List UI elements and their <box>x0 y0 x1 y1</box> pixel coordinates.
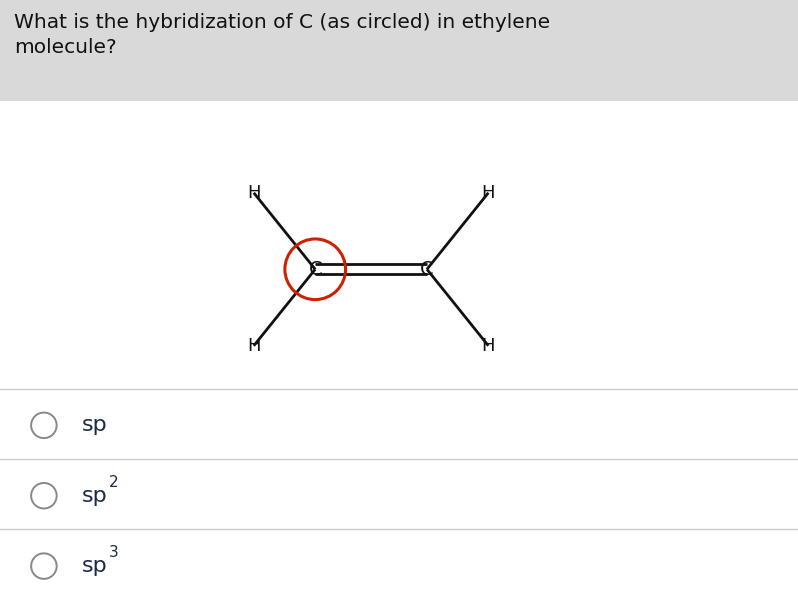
Text: What is the hybridization of C (as circled) in ethylene
molecule?: What is the hybridization of C (as circl… <box>14 13 551 58</box>
Text: C: C <box>308 259 322 279</box>
FancyBboxPatch shape <box>0 0 798 101</box>
Text: sp: sp <box>82 556 108 576</box>
Text: C: C <box>420 259 434 279</box>
Text: H: H <box>482 337 495 355</box>
Text: sp: sp <box>82 486 108 506</box>
Text: sp: sp <box>82 416 108 435</box>
Text: 3: 3 <box>109 545 118 560</box>
Text: H: H <box>247 337 260 355</box>
Text: H: H <box>247 184 260 202</box>
Text: 2: 2 <box>109 475 118 490</box>
Text: H: H <box>482 184 495 202</box>
